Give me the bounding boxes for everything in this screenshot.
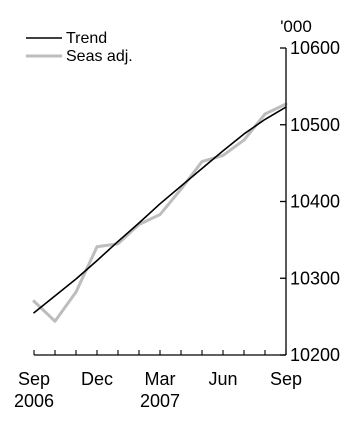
x-tick-label-sep-0: Sep [18,369,50,389]
y-tick-label-10500: 10500 [290,115,340,135]
x-tick-year-sep-0: 2006 [14,391,54,411]
series-line-trend [33,106,287,314]
y-axis-unit-label: '000 [280,17,312,36]
legend-label-seas-adj: Seas adj. [66,48,133,65]
series-line-seas-adj [32,102,288,323]
x-tick-label-sep-12: Sep [270,369,302,389]
y-tick-label-10400: 10400 [290,192,340,212]
x-tick-label-mar-6: Mar [145,369,176,389]
legend-label-trend: Trend [66,30,107,47]
plot-series [32,102,288,323]
x-tick-label-dec-3: Dec [81,369,113,389]
y-tick-label-10200: 10200 [290,345,340,365]
y-tick-label-10600: 10600 [290,38,340,58]
y-tick-label-10300: 10300 [290,268,340,288]
legend: Trend Seas adj. [26,30,133,65]
x-tick-label-jun-9: Jun [208,369,237,389]
x-tick-year-mar-6: 2007 [140,391,180,411]
